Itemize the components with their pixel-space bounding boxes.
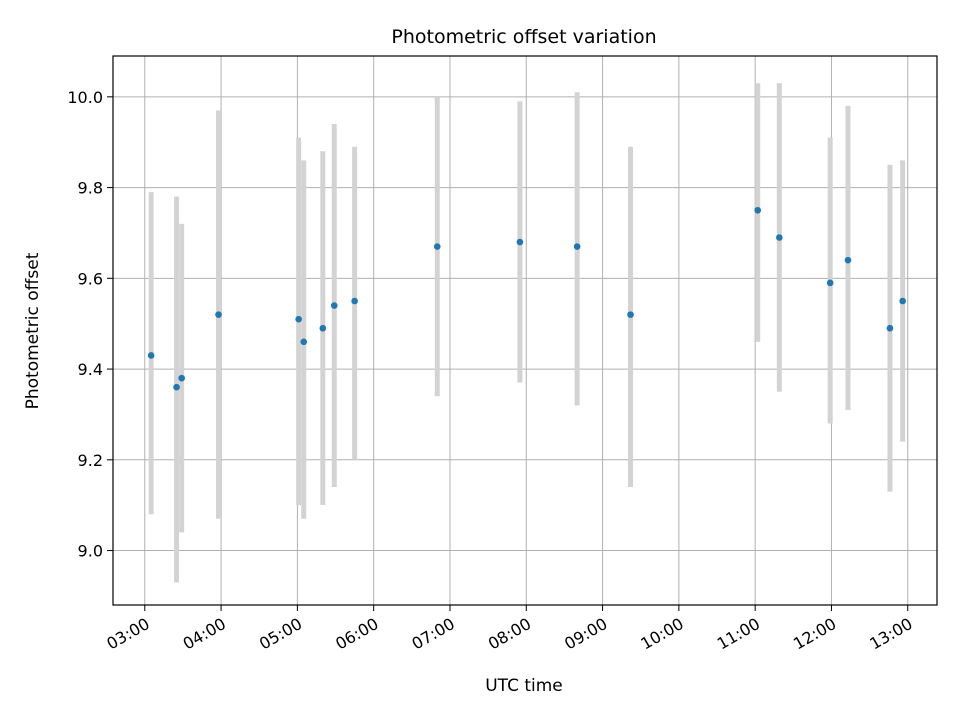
data-point: [433, 243, 441, 250]
grid: [113, 56, 937, 605]
x-axis-title: UTC time: [485, 676, 563, 696]
chart-title: Photometric offset variation: [391, 26, 656, 48]
y-axis: 9.0 9.2 9.4 9.6 9.8 10.0: [67, 88, 113, 561]
data-point: [319, 324, 327, 332]
data-point: [516, 238, 524, 246]
y-tick-label: 9.2: [78, 451, 103, 470]
data-point: [754, 206, 762, 214]
data-point: [627, 311, 634, 318]
data-point: [300, 338, 308, 346]
data-point: [173, 383, 180, 391]
y-tick-label: 9.0: [78, 542, 103, 561]
y-tick-label: 9.6: [78, 269, 103, 288]
data-point: [776, 234, 783, 241]
data-points: [147, 206, 906, 391]
y-tick-label: 9.4: [78, 360, 103, 379]
data-point: [573, 243, 581, 250]
data-point: [899, 297, 906, 305]
y-axis-title: Photometric offset: [23, 252, 43, 409]
data-point: [826, 279, 834, 287]
data-point: [351, 297, 358, 305]
data-point: [295, 315, 302, 323]
data-point: [215, 311, 222, 318]
data-point: [886, 324, 894, 332]
y-tick-label: 9.8: [78, 179, 103, 198]
data-point: [178, 374, 185, 382]
y-tick-label: 10.0: [67, 88, 103, 107]
data-point: [330, 302, 338, 309]
data-point: [147, 352, 155, 359]
data-point: [844, 256, 852, 264]
plot-frame: [112, 55, 938, 606]
